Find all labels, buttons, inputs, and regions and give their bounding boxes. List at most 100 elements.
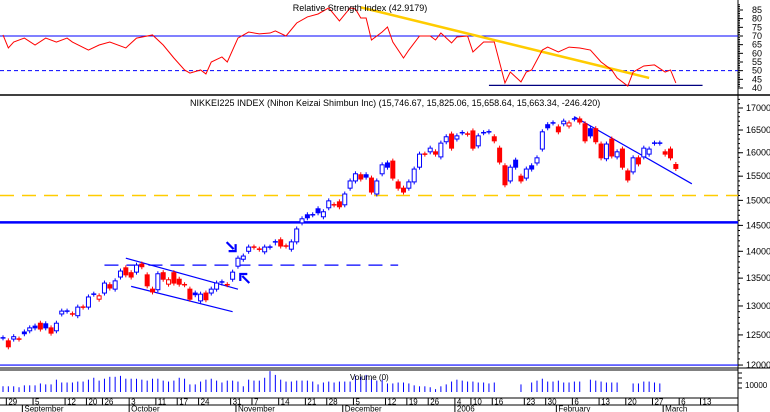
candle (358, 174, 364, 180)
price-tick-label: 13500 (746, 273, 770, 283)
month-label: December (345, 405, 382, 412)
candle (662, 151, 668, 155)
day-label: 4 (457, 398, 462, 407)
day-label: 6 (681, 398, 686, 407)
day-label: 17 (179, 398, 188, 407)
price-tick-label: 12500 (746, 330, 770, 340)
candle (395, 181, 401, 189)
price-tick-label: 13000 (746, 301, 770, 311)
rsi-tick-label: 75 (752, 22, 762, 32)
day-label: 3 (131, 398, 136, 407)
candle (288, 241, 294, 250)
month-label: November (238, 405, 275, 412)
candle (384, 162, 390, 168)
candle (294, 228, 300, 243)
trendline (131, 285, 233, 313)
candle (630, 157, 636, 173)
rsi-tick-label: 45 (752, 74, 762, 84)
candle (598, 143, 604, 159)
candle (502, 165, 508, 186)
candle (187, 288, 193, 300)
candle (203, 292, 209, 301)
candle (112, 280, 118, 290)
price-tick-label: 14500 (746, 220, 770, 230)
candle (561, 120, 567, 125)
day-label: 11 (158, 398, 167, 407)
candle (625, 170, 631, 181)
candle (390, 160, 396, 179)
candle (646, 148, 652, 155)
candle (609, 138, 615, 157)
candle (438, 142, 444, 158)
candle (668, 148, 673, 159)
candle (374, 180, 380, 195)
candle (555, 126, 561, 133)
candle (342, 193, 348, 206)
candle (406, 181, 412, 189)
candle (37, 322, 43, 330)
candle (117, 270, 123, 278)
candle (59, 310, 65, 315)
candle (166, 279, 172, 285)
candle (53, 322, 59, 332)
candle (545, 124, 551, 129)
day-label: 13 (703, 398, 712, 407)
candle (401, 187, 406, 193)
candle (299, 218, 305, 224)
candle (246, 246, 252, 252)
day-label: 21 (307, 398, 316, 407)
price-tick-label: 15500 (746, 171, 770, 181)
candle (107, 284, 113, 289)
day-label: 26 (430, 398, 439, 407)
candle (347, 180, 353, 189)
candle (593, 128, 599, 143)
price-title: NIKKEI225 INDEX (Nihon Keizai Shimbun In… (190, 98, 600, 108)
month-label: February (558, 405, 590, 412)
rsi-panel (0, 6, 738, 87)
candle (176, 278, 182, 285)
candle (240, 255, 246, 260)
candle (198, 293, 204, 302)
candle (635, 157, 641, 165)
candle (214, 282, 220, 290)
candle (11, 336, 17, 340)
rsi-tick-label: 70 (752, 31, 762, 41)
candle (491, 136, 497, 142)
candle (171, 272, 177, 284)
candle (603, 143, 609, 160)
day-label: 30 (548, 398, 557, 407)
day-label: 13 (601, 398, 610, 407)
rsi-trendline (360, 6, 650, 80)
candle (230, 271, 236, 280)
day-label: 27 (654, 398, 663, 407)
candle (128, 272, 134, 278)
candle (673, 164, 679, 169)
candle (123, 267, 129, 276)
candle (27, 327, 33, 332)
candle (32, 325, 38, 329)
rsi-tick-label: 40 (752, 83, 762, 93)
month-label: October (131, 405, 160, 412)
month-label: September (24, 405, 63, 412)
candle (155, 273, 161, 291)
candle (85, 296, 91, 308)
candle (96, 295, 102, 300)
day-label: 12 (67, 398, 76, 407)
day-label: 24 (201, 398, 210, 407)
day-label: 12 (387, 398, 396, 407)
candle (336, 201, 342, 208)
candle (518, 175, 524, 182)
candle (48, 327, 54, 334)
candle (507, 166, 513, 182)
candle (379, 164, 385, 175)
price-tick-label: 15000 (746, 195, 770, 205)
candle (101, 282, 107, 294)
rsi-tick-label: 55 (752, 57, 762, 67)
rsi-tick-label: 50 (752, 66, 762, 76)
candle (235, 257, 241, 267)
day-label: 10 (473, 398, 482, 407)
candle (262, 246, 268, 253)
price-tick-label: 16000 (746, 148, 770, 158)
day-label: 20 (88, 398, 97, 407)
